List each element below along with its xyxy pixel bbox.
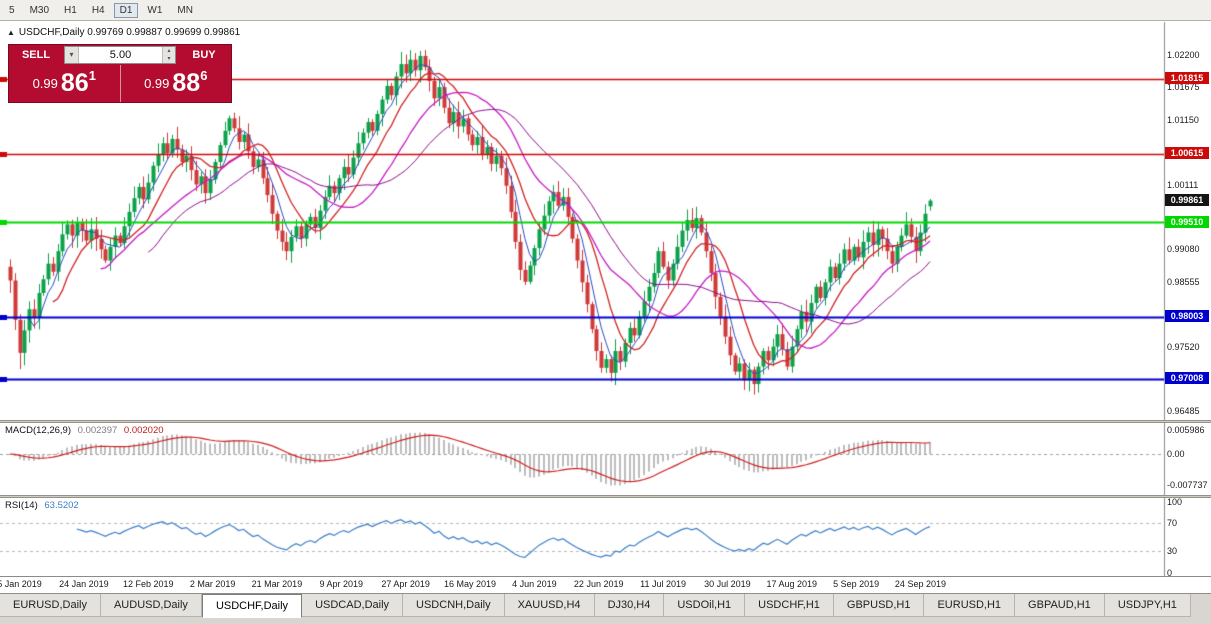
- chart-tab-usdoil-h1[interactable]: USDOil,H1: [664, 594, 746, 617]
- macd-axis-label: 0.00: [1167, 449, 1185, 459]
- one-click-collapse-icon[interactable]: ▲: [7, 28, 15, 37]
- chart-tab-eurusd-daily[interactable]: EURUSD,Daily: [0, 594, 101, 617]
- time-axis: [0, 576, 1211, 593]
- panel-splitter[interactable]: [0, 420, 1211, 423]
- timeframe-button-MN[interactable]: MN: [177, 4, 193, 16]
- x-axis-label: 2 Mar 2019: [189, 579, 236, 589]
- buy-price-main: 0.99: [144, 76, 170, 91]
- current-price-badge: 0.99861: [1165, 194, 1209, 207]
- volume-down-icon[interactable]: ▾: [167, 56, 171, 62]
- timeframe-button-W1[interactable]: W1: [147, 4, 163, 16]
- rsi-indicator-label: RSI(14) 63.5202: [5, 500, 79, 511]
- timeframe-button-5[interactable]: 5: [9, 4, 15, 16]
- y-axis-label: 0.96485: [1167, 406, 1200, 417]
- x-axis-label: 12 Feb 2019: [122, 579, 174, 589]
- rsi-axis-label: 70: [1167, 517, 1178, 528]
- x-axis-label: 9 Apr 2019: [319, 579, 364, 589]
- sell-price[interactable]: 0.99 86 1: [9, 65, 121, 102]
- macd-name: MACD(12,26,9): [5, 425, 71, 436]
- chart-tab-eurusd-h1[interactable]: EURUSD,H1: [924, 594, 1016, 617]
- timeframe-button-M30[interactable]: M30: [29, 4, 50, 16]
- sell-price-main: 0.99: [32, 76, 58, 91]
- x-axis-label: 5 Jan 2019: [0, 579, 42, 589]
- x-axis-label: 11 Jul 2019: [640, 579, 686, 589]
- y-axis-label: 0.99080: [1167, 244, 1200, 255]
- y-axis-label: 1.01675: [1167, 82, 1200, 93]
- chart-tab-usdchf-h1[interactable]: USDCHF,H1: [745, 594, 834, 617]
- macd-indicator-label: MACD(12,26,9) 0.002397 0.002020: [5, 425, 164, 436]
- rsi-axis-label: 30: [1167, 546, 1178, 557]
- volume-stepper[interactable]: ▴ ▾: [162, 47, 175, 63]
- chart-tabbar: EURUSD,Daily AUDUSD,Daily USDCHF,Daily USDC…: [0, 593, 1211, 624]
- chart-tab-usdjpy-h1[interactable]: USDJPY,H1: [1104, 594, 1191, 617]
- timeframe-button-H1[interactable]: H1: [64, 4, 77, 16]
- chart-tab-usdcnh-daily[interactable]: USDCNH,Daily: [403, 594, 505, 617]
- price-level-badge: 1.00615: [1165, 147, 1209, 160]
- x-axis-label: 22 Jun 2019: [573, 579, 624, 589]
- buy-price-sup: 6: [200, 68, 208, 83]
- x-axis-label: 16 May 2019: [443, 579, 497, 589]
- rsi-name: RSI(14): [5, 500, 38, 511]
- timeframe-toolbar: 5 M30 H1 H4 D1 W1 MN: [0, 0, 1211, 21]
- price-level-badge: 1.01815: [1165, 72, 1209, 85]
- y-axis-label: 1.01150: [1167, 115, 1199, 126]
- timeframe-button-H4[interactable]: H4: [91, 4, 105, 16]
- price-level-badge: 0.97008: [1165, 372, 1209, 385]
- x-axis-label: 21 Mar 2019: [251, 579, 303, 589]
- chart-tab-usdchf-daily[interactable]: USDCHF,Daily: [201, 594, 303, 618]
- chart-tab-xauusd-h4[interactable]: XAUUSD,H4: [504, 594, 595, 617]
- macd-main-value: 0.002397: [77, 425, 118, 436]
- x-axis-label: 24 Jan 2019: [59, 579, 109, 589]
- rsi-value: 63.5202: [44, 500, 79, 511]
- x-axis-label: 5 Sep 2019: [833, 579, 880, 589]
- buy-price[interactable]: 0.99 88 6: [121, 65, 232, 102]
- volume-dropdown-icon[interactable]: ▾: [65, 47, 79, 63]
- x-axis-label: 30 Jul 2019: [704, 579, 751, 589]
- rsi-axis-label: 100: [1167, 497, 1183, 507]
- x-axis-label: 4 Jun 2019: [512, 579, 557, 589]
- macd-signal-value: 0.002020: [123, 425, 164, 436]
- y-axis-label: 0.97520: [1167, 341, 1200, 352]
- y-axis-label: 1.02200: [1167, 49, 1200, 60]
- sell-price-big: 86: [60, 69, 89, 97]
- chart-tab-dj30-h4[interactable]: DJ30,H4: [594, 594, 665, 617]
- rsi-axis-label: 0: [1167, 568, 1173, 578]
- volume-up-icon[interactable]: ▴: [167, 48, 171, 54]
- sell-price-sup: 1: [88, 68, 96, 83]
- chart-title: ▲ USDCHF,Daily 0.99769 0.99887 0.99699 0.…: [7, 27, 240, 38]
- one-click-trading-panel: SELL ▾ ▴ ▾ BUY 0.99 86 1 0.99 88 6: [8, 44, 232, 103]
- macd-axis-label: -0.007737: [1167, 479, 1208, 490]
- sell-button[interactable]: SELL: [21, 49, 51, 61]
- panel-splitter[interactable]: [0, 495, 1211, 498]
- chart-tab-gbpaud-h1[interactable]: GBPAUD,H1: [1015, 594, 1105, 617]
- volume-spinner[interactable]: ▾ ▴ ▾: [64, 46, 176, 64]
- chart-tab-gbpusd-h1[interactable]: GBPUSD,H1: [833, 594, 925, 617]
- price-level-badge: 0.98003: [1165, 310, 1209, 322]
- macd-axis-label: 0.005986: [1167, 425, 1205, 436]
- chart-tab-usdcad-daily[interactable]: USDCAD,Daily: [302, 594, 404, 617]
- x-axis-label: 27 Apr 2019: [381, 579, 430, 589]
- chart-tab-audusd-daily[interactable]: AUDUSD,Daily: [100, 594, 202, 617]
- buy-button[interactable]: BUY: [192, 49, 216, 61]
- timeframe-button-D1[interactable]: D1: [113, 2, 139, 18]
- price-level-badge: 0.99510: [1165, 215, 1209, 228]
- ohlc-readout: USDCHF,Daily 0.99769 0.99887 0.99699 0.9…: [18, 27, 241, 38]
- volume-input[interactable]: [79, 47, 162, 63]
- x-axis-label: 17 Aug 2019: [766, 579, 818, 589]
- y-axis-label: 0.98555: [1167, 277, 1200, 288]
- y-axis-label: 1.00111: [1167, 180, 1199, 190]
- x-axis-label: 24 Sep 2019: [894, 579, 946, 589]
- buy-price-big: 88: [172, 69, 201, 97]
